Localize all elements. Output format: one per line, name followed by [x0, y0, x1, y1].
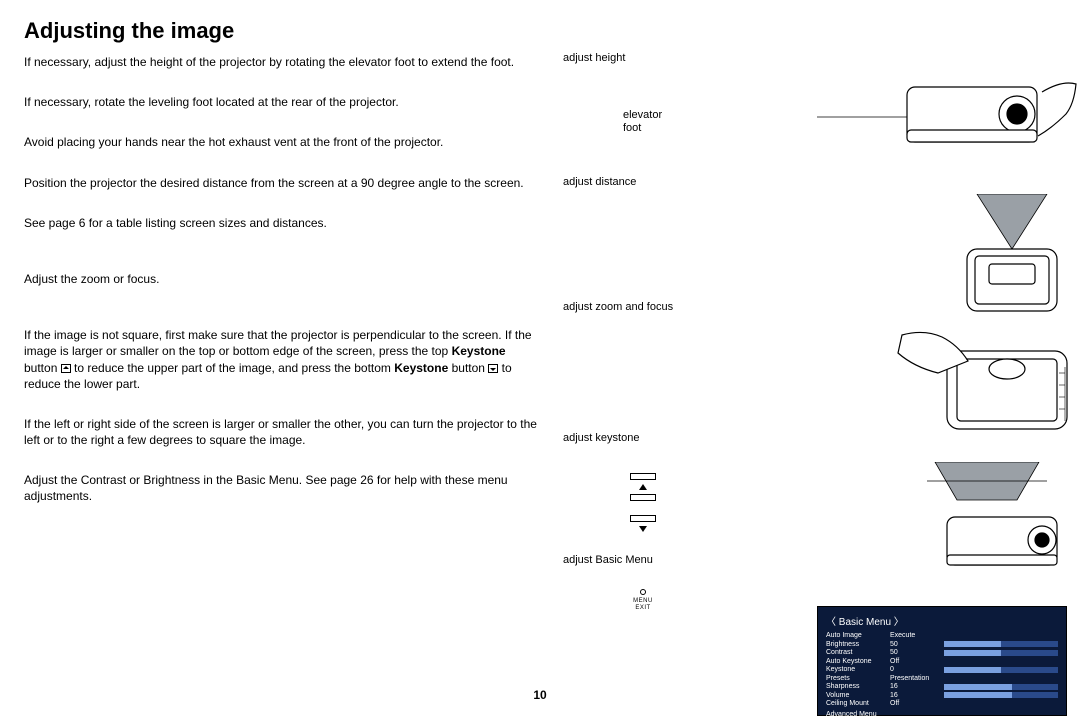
illus-adjust-height: [817, 72, 1077, 162]
keystone-bar-icon: [630, 473, 656, 480]
content-layout: If necessary, adjust the height of the p…: [24, 54, 1056, 612]
label-elevator-foot: elevator foot: [623, 109, 723, 135]
osd-row: Contrast50: [826, 649, 1058, 656]
p7-b: button: [24, 361, 61, 375]
p7-d: button: [448, 361, 488, 375]
osd-row: Auto KeystoneOff: [826, 658, 1058, 665]
para-basic-menu: Adjust the Contrast or Brightness in the…: [24, 472, 539, 504]
illus-adjust-zoom: [807, 329, 1080, 439]
triangle-down-icon: [639, 526, 647, 532]
illus-basic-menu: 〈 Basic Menu 〉 Auto ImageExecute Brightne…: [817, 606, 1067, 716]
label-column: adjust height elevator foot adjust dista…: [563, 54, 723, 612]
osd-row: Ceiling MountOff: [826, 700, 1058, 707]
illus-adjust-keystone: [817, 462, 1077, 582]
page-number: 10: [533, 688, 546, 702]
osd-row: Auto ImageExecute: [826, 632, 1058, 639]
p7-c: to reduce the upper part of the image, a…: [71, 361, 395, 375]
label-basic-menu: adjust Basic Menu: [563, 554, 723, 567]
label-distance: adjust distance: [563, 176, 723, 189]
para-left-right: If the left or right side of the screen …: [24, 416, 539, 448]
para-see-p6: See page 6 for a table listing screen si…: [24, 215, 539, 231]
keystone-bold-2: Keystone: [394, 361, 448, 375]
osd-row: Brightness50: [826, 641, 1058, 648]
label-height: adjust height: [563, 52, 723, 65]
osd-title: 〈 Basic Menu 〉: [826, 613, 1058, 628]
osd-footer: Advanced Menu: [826, 711, 1058, 718]
osd-row: Sharpness16: [826, 683, 1058, 690]
text-column: If necessary, adjust the height of the p…: [24, 54, 539, 612]
illus-adjust-distance: [817, 194, 1077, 314]
keystone-down-icon: [488, 364, 498, 373]
osd-row: PresetsPresentation: [826, 675, 1058, 682]
para-leveling: If necessary, rotate the leveling foot l…: [24, 94, 539, 110]
para-zoom: Adjust the zoom or focus.: [24, 271, 539, 287]
para-height: If necessary, adjust the height of the p…: [24, 54, 539, 70]
keystone-up-icon: [61, 364, 71, 373]
para-distance: Position the projector the desired dista…: [24, 175, 539, 191]
keystone-icons: [563, 473, 723, 532]
triangle-up-icon: [639, 484, 647, 490]
keystone-bar-icon: [630, 494, 656, 501]
para-hot-vent: Avoid placing your hands near the hot ex…: [24, 134, 539, 150]
menu-button-icons: MENU EXIT: [563, 589, 723, 611]
page-title: Adjusting the image: [24, 18, 1056, 44]
illustration-column: 〈 Basic Menu 〉 Auto ImageExecuteBrightne…: [747, 54, 1056, 612]
keystone-bold-1: Keystone: [452, 344, 506, 358]
label-keystone: adjust keystone: [563, 432, 723, 445]
osd-screenshot: 〈 Basic Menu 〉 Auto ImageExecute Brightne…: [817, 606, 1067, 716]
osd-row: Keystone0: [826, 666, 1058, 673]
osd-row: Volume16: [826, 692, 1058, 699]
menu-exit-label: MENU EXIT: [633, 598, 653, 611]
menu-dot-icon: [640, 589, 646, 595]
para-keystone: If the image is not square, first make s…: [24, 327, 539, 392]
label-zoom: adjust zoom and focus: [563, 301, 723, 314]
keystone-bar-icon: [630, 515, 656, 522]
